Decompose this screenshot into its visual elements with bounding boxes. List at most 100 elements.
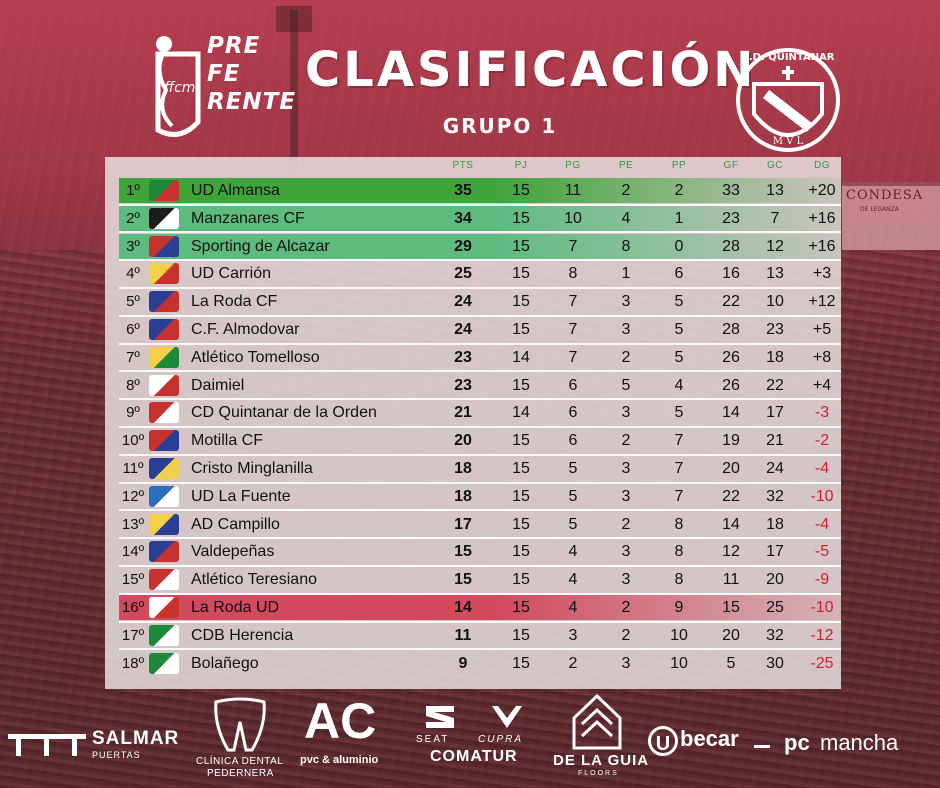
dg-cell: -10	[810, 487, 834, 505]
pe-cell: 2	[621, 599, 631, 616]
table-row: 12º UD La Fuente 18 15 5 3 7 22 32 -10	[119, 484, 841, 509]
table-row: 3º Sporting de Alcazar 29 15 7 8 0 28 12 +16	[119, 233, 841, 259]
pg-cell: 3	[568, 626, 578, 644]
pts-cell: 21	[454, 404, 472, 422]
pe-cell: 3	[621, 404, 631, 422]
pg-cell: 5	[568, 487, 578, 505]
gc-cell: 10	[766, 293, 784, 311]
position-cell: 9º	[126, 404, 140, 422]
logo-line-3: RENTE	[207, 89, 297, 115]
pts-cell: 23	[454, 348, 472, 366]
pts-cell: 18	[454, 487, 472, 505]
salmar-door-icon	[8, 734, 86, 756]
floodlight-head	[276, 6, 312, 32]
position-cell: 17º	[121, 626, 145, 644]
gf-cell: 26	[722, 376, 740, 394]
pg-cell: 7	[568, 348, 578, 366]
gc-cell: 32	[766, 487, 784, 505]
sponsor-seat: SEAT	[416, 734, 450, 745]
floodlight-pole	[290, 10, 298, 170]
sponsor-ac: AC	[304, 693, 377, 749]
table-row: 4º UD Carrión 25 15 8 1 6 16 13 +3	[119, 261, 841, 286]
table-row: 6º C.F. Almodovar 24 15 7 3 5 28 23 +5	[119, 317, 841, 342]
team-crest-icon	[149, 402, 179, 424]
pj-cell: 15	[512, 293, 530, 311]
pg-cell: 10	[564, 209, 582, 227]
pts-cell: 15	[454, 543, 472, 561]
gf-cell: 14	[722, 515, 740, 533]
gc-cell: 17	[766, 543, 784, 561]
gc-cell: 7	[770, 209, 780, 227]
sponsor-salmar-sub: PUERTAS	[92, 750, 141, 760]
pp-cell: 8	[674, 543, 684, 561]
pe-cell: 2	[621, 626, 631, 644]
gf-cell: 14	[722, 404, 740, 422]
page-title: CLASIFICACIÓN	[305, 42, 757, 98]
row-divider	[119, 286, 841, 289]
team-crest-icon	[149, 458, 179, 479]
table-row: 13º AD Campillo 17 15 5 2 8 14 18 -4	[119, 512, 841, 537]
team-crest-icon	[149, 541, 179, 563]
pg-cell: 6	[568, 432, 578, 450]
sponsor-clinica: CLÍNICA DENTAL	[196, 756, 284, 767]
pj-cell: 15	[512, 654, 530, 672]
pe-cell: 3	[621, 571, 631, 589]
position-cell: 6º	[126, 321, 140, 338]
tooth-icon	[214, 697, 266, 752]
pj-cell: 15	[512, 376, 530, 394]
column-header-dg: DG	[814, 160, 830, 171]
team-crest-icon	[149, 319, 179, 340]
table-row: 14º Valdepeñas 15 15 4 3 8 12 17 -5	[119, 539, 841, 564]
pg-cell: 6	[568, 404, 578, 422]
pts-cell: 15	[454, 571, 472, 589]
pe-cell: 1	[621, 265, 631, 283]
table-row: 15º Atlético Teresiano 15 15 4 3 8 11 20 -9	[119, 567, 841, 592]
pts-cell: 17	[454, 515, 472, 533]
team-name: La Roda CF	[191, 293, 278, 311]
position-cell: 4º	[126, 265, 140, 283]
team-name: Atlético Teresiano	[191, 571, 317, 589]
pg-cell: 2	[568, 654, 578, 672]
team-name: UD Carrión	[191, 265, 272, 283]
gf-cell: 22	[722, 293, 740, 311]
gc-cell: 22	[766, 376, 784, 394]
pts-cell: 25	[454, 265, 472, 283]
row-divider	[119, 259, 841, 262]
team-name: Motilla CF	[191, 432, 264, 450]
table-row: 2º Manzanares CF 34 15 10 4 1 23 7 +16	[119, 205, 841, 231]
sponsor-ubecar-u: U	[648, 726, 678, 756]
row-divider	[119, 370, 841, 373]
pe-cell: 3	[621, 321, 631, 338]
pts-cell: 20	[454, 432, 472, 450]
pe-cell: 4	[621, 209, 631, 227]
pg-cell: 4	[568, 543, 578, 561]
pp-cell: 1	[674, 209, 684, 227]
dg-cell: +16	[808, 237, 836, 255]
pg-cell: 7	[568, 321, 578, 338]
position-cell: 12º	[121, 487, 145, 505]
gc-cell: 21	[766, 432, 784, 450]
position-cell: 2º	[126, 209, 140, 227]
pp-cell: 5	[674, 321, 684, 338]
sponsor-bar: SALMAR PUERTAS CLÍNICA DENTAL PEDERNERA …	[0, 690, 940, 788]
pts-cell: 24	[454, 321, 472, 338]
team-name: Manzanares CF	[191, 209, 305, 227]
team-crest-icon	[149, 597, 179, 618]
table-row: 5º La Roda CF 24 15 7 3 5 22 10 +12	[119, 289, 841, 314]
pj-cell: 15	[512, 515, 530, 533]
gc-cell: 24	[766, 460, 784, 477]
dg-cell: -12	[810, 626, 834, 644]
sponsor-ac-sub: pvc & aluminio	[300, 754, 379, 766]
gf-cell: 20	[722, 460, 740, 477]
pg-cell: 8	[568, 265, 578, 283]
row-divider	[119, 231, 841, 234]
position-cell: 18º	[121, 654, 145, 672]
team-name: CDB Herencia	[191, 626, 294, 644]
gf-cell: 26	[722, 348, 740, 366]
gf-cell: 5	[726, 654, 736, 672]
gf-cell: 20	[722, 626, 740, 644]
pj-cell: 14	[512, 348, 530, 366]
row-divider	[119, 564, 841, 567]
sponsor-cupra: CUPRA	[478, 734, 524, 745]
pts-cell: 11	[454, 626, 472, 644]
